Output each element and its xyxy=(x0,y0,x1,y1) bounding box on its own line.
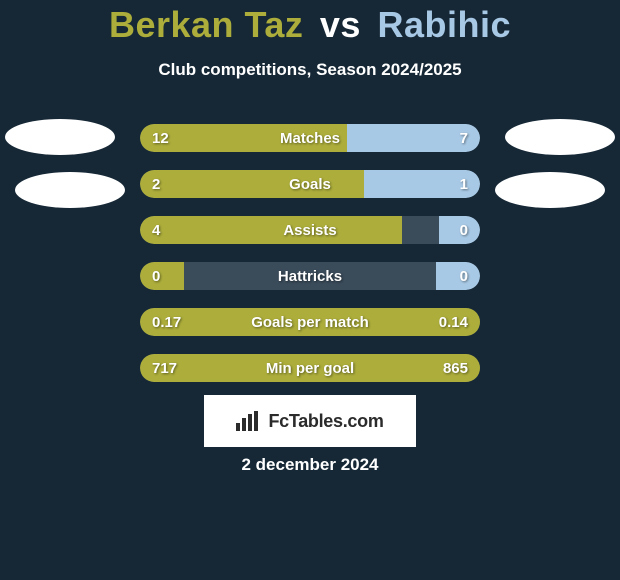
stat-value-right: 865 xyxy=(443,354,468,382)
player1-club-logo-1 xyxy=(5,119,115,155)
player1-club-logo-2 xyxy=(15,172,125,208)
date-label: 2 december 2024 xyxy=(0,455,620,475)
stat-row: 2Goals1 xyxy=(140,170,480,198)
stat-label: Min per goal xyxy=(140,354,480,382)
bars-icon xyxy=(236,411,262,431)
player2-club-logo-1 xyxy=(505,119,615,155)
stats-rows: 12Matches72Goals14Assists00Hattricks00.1… xyxy=(140,124,480,400)
stat-value-right: 1 xyxy=(460,170,468,198)
stat-value-right: 0 xyxy=(460,262,468,290)
player2-name: Rabihic xyxy=(377,4,511,45)
page-title: Berkan Taz vs Rabihic xyxy=(0,0,620,46)
source-badge-text: FcTables.com xyxy=(268,411,383,432)
stat-row: 4Assists0 xyxy=(140,216,480,244)
subtitle: Club competitions, Season 2024/2025 xyxy=(0,60,620,80)
stat-label: Matches xyxy=(140,124,480,152)
stat-row: 717Min per goal865 xyxy=(140,354,480,382)
stat-row: 0.17Goals per match0.14 xyxy=(140,308,480,336)
stat-row: 12Matches7 xyxy=(140,124,480,152)
stat-label: Hattricks xyxy=(140,262,480,290)
vs-separator: vs xyxy=(320,4,361,45)
stat-row: 0Hattricks0 xyxy=(140,262,480,290)
source-badge: FcTables.com xyxy=(204,395,416,447)
stat-value-right: 0 xyxy=(460,216,468,244)
stat-label: Goals xyxy=(140,170,480,198)
stat-label: Goals per match xyxy=(140,308,480,336)
stat-value-right: 7 xyxy=(460,124,468,152)
player1-name: Berkan Taz xyxy=(109,4,303,45)
stat-value-right: 0.14 xyxy=(439,308,468,336)
stat-label: Assists xyxy=(140,216,480,244)
comparison-title: Berkan Taz vs Rabihic xyxy=(0,4,620,46)
player2-club-logo-2 xyxy=(495,172,605,208)
